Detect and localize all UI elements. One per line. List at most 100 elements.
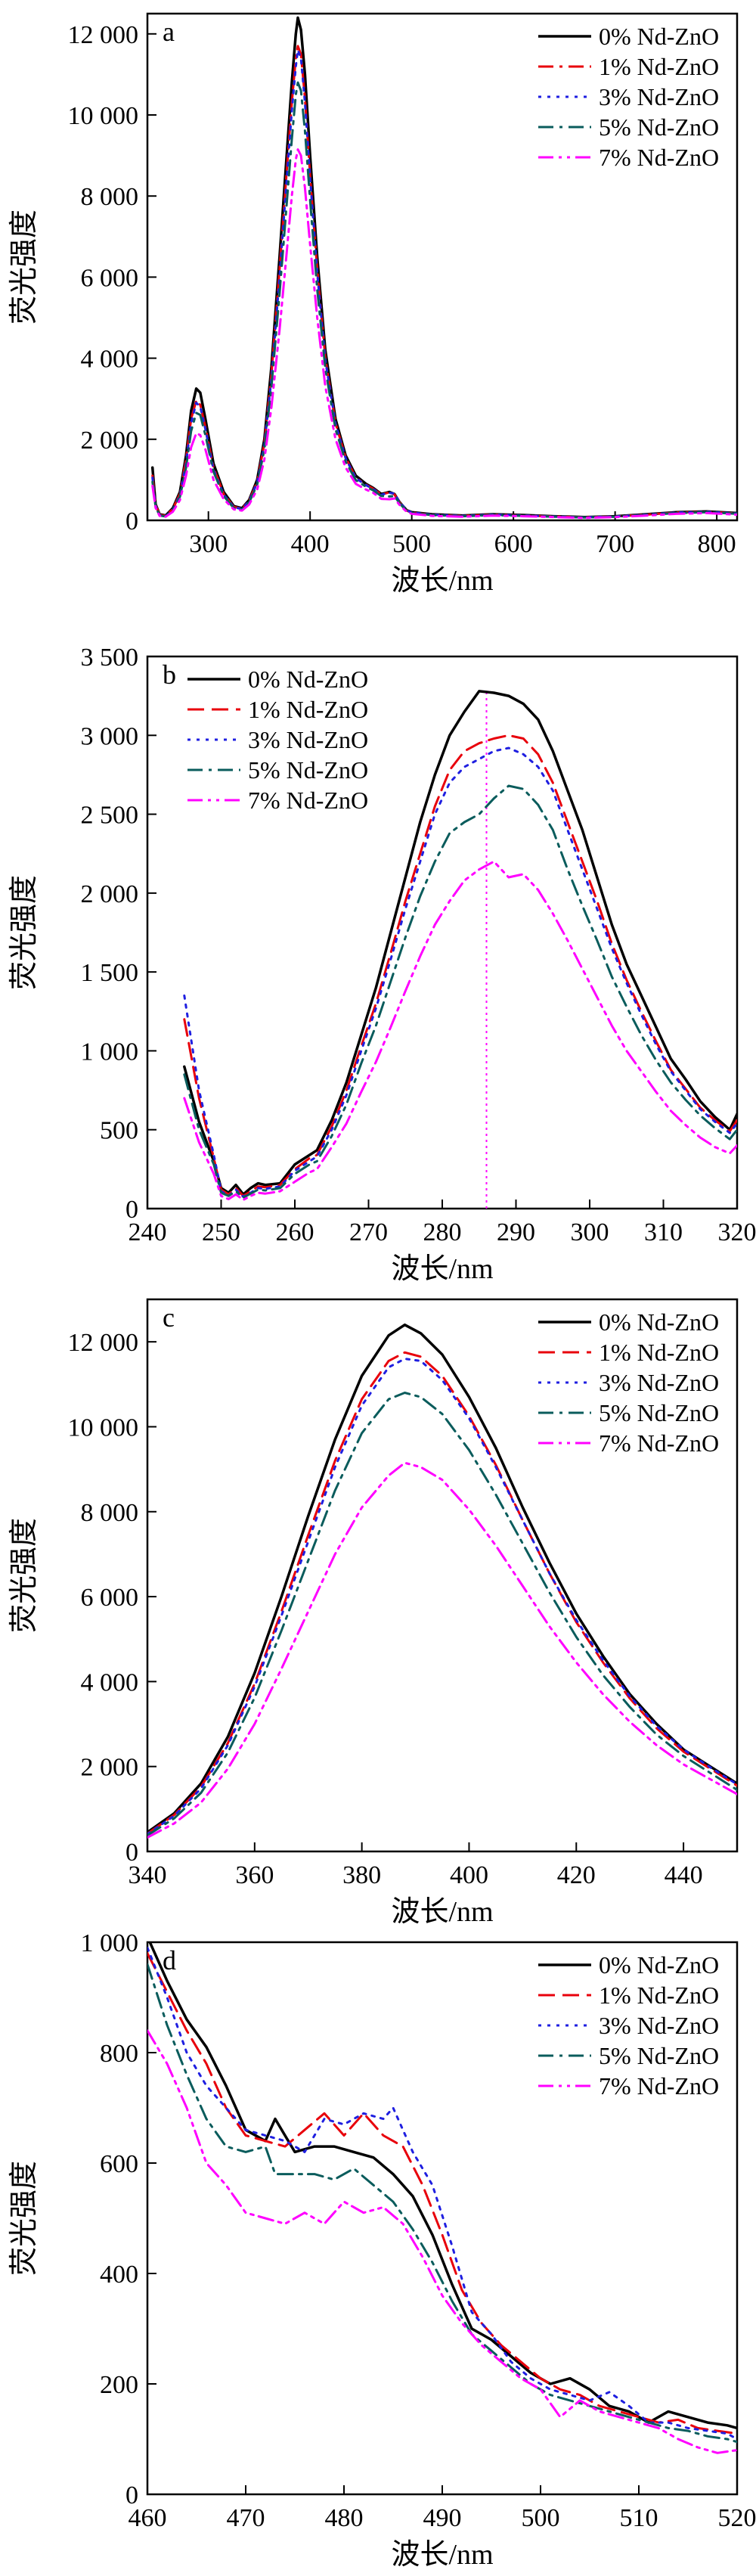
legend: 0% Nd-ZnO 1% Nd-ZnO 3% Nd-ZnO 5% Nd-ZnO 7% N… <box>538 1951 719 2100</box>
x-tick-label: 400 <box>450 1861 488 1889</box>
x-tick-label: 400 <box>291 530 330 558</box>
x-tick-label: 490 <box>423 2504 462 2532</box>
x-tick-label: 260 <box>276 1218 314 1246</box>
legend-label-0: 0% Nd-ZnO <box>599 23 719 50</box>
y-tick-label: 10 000 <box>68 102 139 130</box>
y-tick-label: 0 <box>125 507 138 535</box>
x-tick-label: 270 <box>349 1218 388 1246</box>
legend-label-1: 1% Nd-ZnO <box>599 1982 719 2009</box>
series-line-4 <box>147 1463 737 1837</box>
x-tick-label: 300 <box>571 1218 609 1246</box>
y-tick-label: 600 <box>100 2150 138 2178</box>
legend-label-3: 5% Nd-ZnO <box>248 756 368 784</box>
legend-label-1: 1% Nd-ZnO <box>599 53 719 80</box>
series-line-4 <box>184 861 737 1200</box>
y-tick-label: 1 000 <box>81 1929 139 1957</box>
y-axis-title: 荧光强度 <box>8 209 40 324</box>
legend: 0% Nd-ZnO 1% Nd-ZnO 3% Nd-ZnO 5% Nd-ZnO 7% N… <box>187 666 368 814</box>
y-tick-label: 8 000 <box>81 1499 139 1527</box>
x-tick-label: 380 <box>342 1861 381 1889</box>
y-tick-label: 4 000 <box>81 1668 139 1696</box>
legend-label-0: 0% Nd-ZnO <box>599 1951 719 1979</box>
panel-letter: d <box>163 1945 176 1975</box>
legend-label-4: 7% Nd-ZnO <box>248 787 368 814</box>
y-tick-label: 800 <box>100 2040 138 2068</box>
y-tick-label: 12 000 <box>68 21 139 49</box>
y-axis-title: 荧光强度 <box>8 2161 40 2276</box>
x-tick-label: 700 <box>596 530 634 558</box>
x-axis-title: 波长/nm <box>391 1253 493 1285</box>
x-tick-label: 600 <box>494 530 533 558</box>
y-tick-label: 1 500 <box>81 959 139 987</box>
x-tick-label: 250 <box>202 1218 240 1246</box>
x-tick-label: 510 <box>620 2504 658 2532</box>
x-tick-label: 520 <box>718 2504 756 2532</box>
series-line-4 <box>153 150 737 518</box>
x-tick-label: 440 <box>665 1861 703 1889</box>
x-tick-label: 310 <box>644 1218 683 1246</box>
legend-label-0: 0% Nd-ZnO <box>248 666 368 693</box>
panel-letter: b <box>163 660 176 690</box>
legend-label-3: 5% Nd-ZnO <box>599 1399 719 1426</box>
x-tick-label: 500 <box>392 530 431 558</box>
legend-label-2: 3% Nd-ZnO <box>248 726 368 753</box>
x-tick-label: 480 <box>325 2504 364 2532</box>
y-tick-label: 10 000 <box>68 1414 139 1442</box>
y-tick-label: 400 <box>100 2261 138 2289</box>
y-tick-label: 6 000 <box>81 264 139 292</box>
series-line-2 <box>184 748 737 1196</box>
y-tick-label: 6 000 <box>81 1584 139 1612</box>
legend-label-2: 3% Nd-ZnO <box>599 2012 719 2039</box>
legend-label-4: 7% Nd-ZnO <box>599 2072 719 2100</box>
y-tick-label: 2 000 <box>81 427 139 455</box>
y-tick-label: 2 000 <box>81 1754 139 1782</box>
y-tick-label: 2 500 <box>81 802 139 830</box>
legend-label-3: 5% Nd-ZnO <box>599 2042 719 2069</box>
series-line-3 <box>147 1393 737 1836</box>
y-tick-label: 3 500 <box>81 644 139 672</box>
x-tick-label: 290 <box>497 1218 535 1246</box>
x-tick-label: 300 <box>189 530 228 558</box>
y-tick-label: 8 000 <box>81 183 139 211</box>
series-line-0 <box>147 1937 737 2429</box>
y-axis-title: 荧光强度 <box>8 1518 40 1633</box>
legend-label-2: 3% Nd-ZnO <box>599 83 719 110</box>
series-line-3 <box>184 786 737 1197</box>
x-tick-label: 470 <box>227 2504 265 2532</box>
y-tick-label: 1 000 <box>81 1038 139 1066</box>
x-tick-label: 420 <box>557 1861 596 1889</box>
y-tick-label: 3 000 <box>81 722 139 750</box>
x-tick-label: 500 <box>522 2504 560 2532</box>
legend-label-0: 0% Nd-ZnO <box>599 1308 719 1336</box>
legend: 0% Nd-ZnO 1% Nd-ZnO 3% Nd-ZnO 5% Nd-ZnO 7% N… <box>538 1308 719 1457</box>
legend-label-4: 7% Nd-ZnO <box>599 144 719 171</box>
panel-a: 300 400 500 600 700 800 0 2 000 4 000 6 000 8 000 1… <box>8 14 737 597</box>
x-axis-title: 波长/nm <box>391 2539 493 2571</box>
y-axis-title: 荧光强度 <box>8 875 40 990</box>
y-tick-label: 200 <box>100 2371 138 2399</box>
legend-label-2: 3% Nd-ZnO <box>599 1369 719 1396</box>
x-tick-label: 280 <box>423 1218 462 1246</box>
x-axis-title: 波长/nm <box>391 565 493 597</box>
x-tick-label: 320 <box>718 1218 756 1246</box>
legend: 0% Nd-ZnO 1% Nd-ZnO 3% Nd-ZnO 5% Nd-ZnO 7% N… <box>538 23 719 171</box>
legend-label-1: 1% Nd-ZnO <box>599 1339 719 1366</box>
y-tick-label: 2 000 <box>81 880 139 908</box>
legend-label-4: 7% Nd-ZnO <box>599 1429 719 1457</box>
y-tick-label: 500 <box>100 1117 138 1145</box>
panel-letter: c <box>163 1302 175 1333</box>
legend-label-3: 5% Nd-ZnO <box>599 113 719 141</box>
x-axis-title: 波长/nm <box>391 1896 493 1928</box>
x-tick-label: 360 <box>235 1861 274 1889</box>
legend-label-1: 1% Nd-ZnO <box>248 696 368 723</box>
y-tick-label: 12 000 <box>68 1329 139 1357</box>
y-tick-label: 0 <box>125 1839 138 1867</box>
panel-letter: a <box>163 17 175 47</box>
y-tick-label: 0 <box>125 2481 138 2509</box>
x-tick-label: 800 <box>698 530 736 558</box>
y-tick-label: 4 000 <box>81 346 139 374</box>
